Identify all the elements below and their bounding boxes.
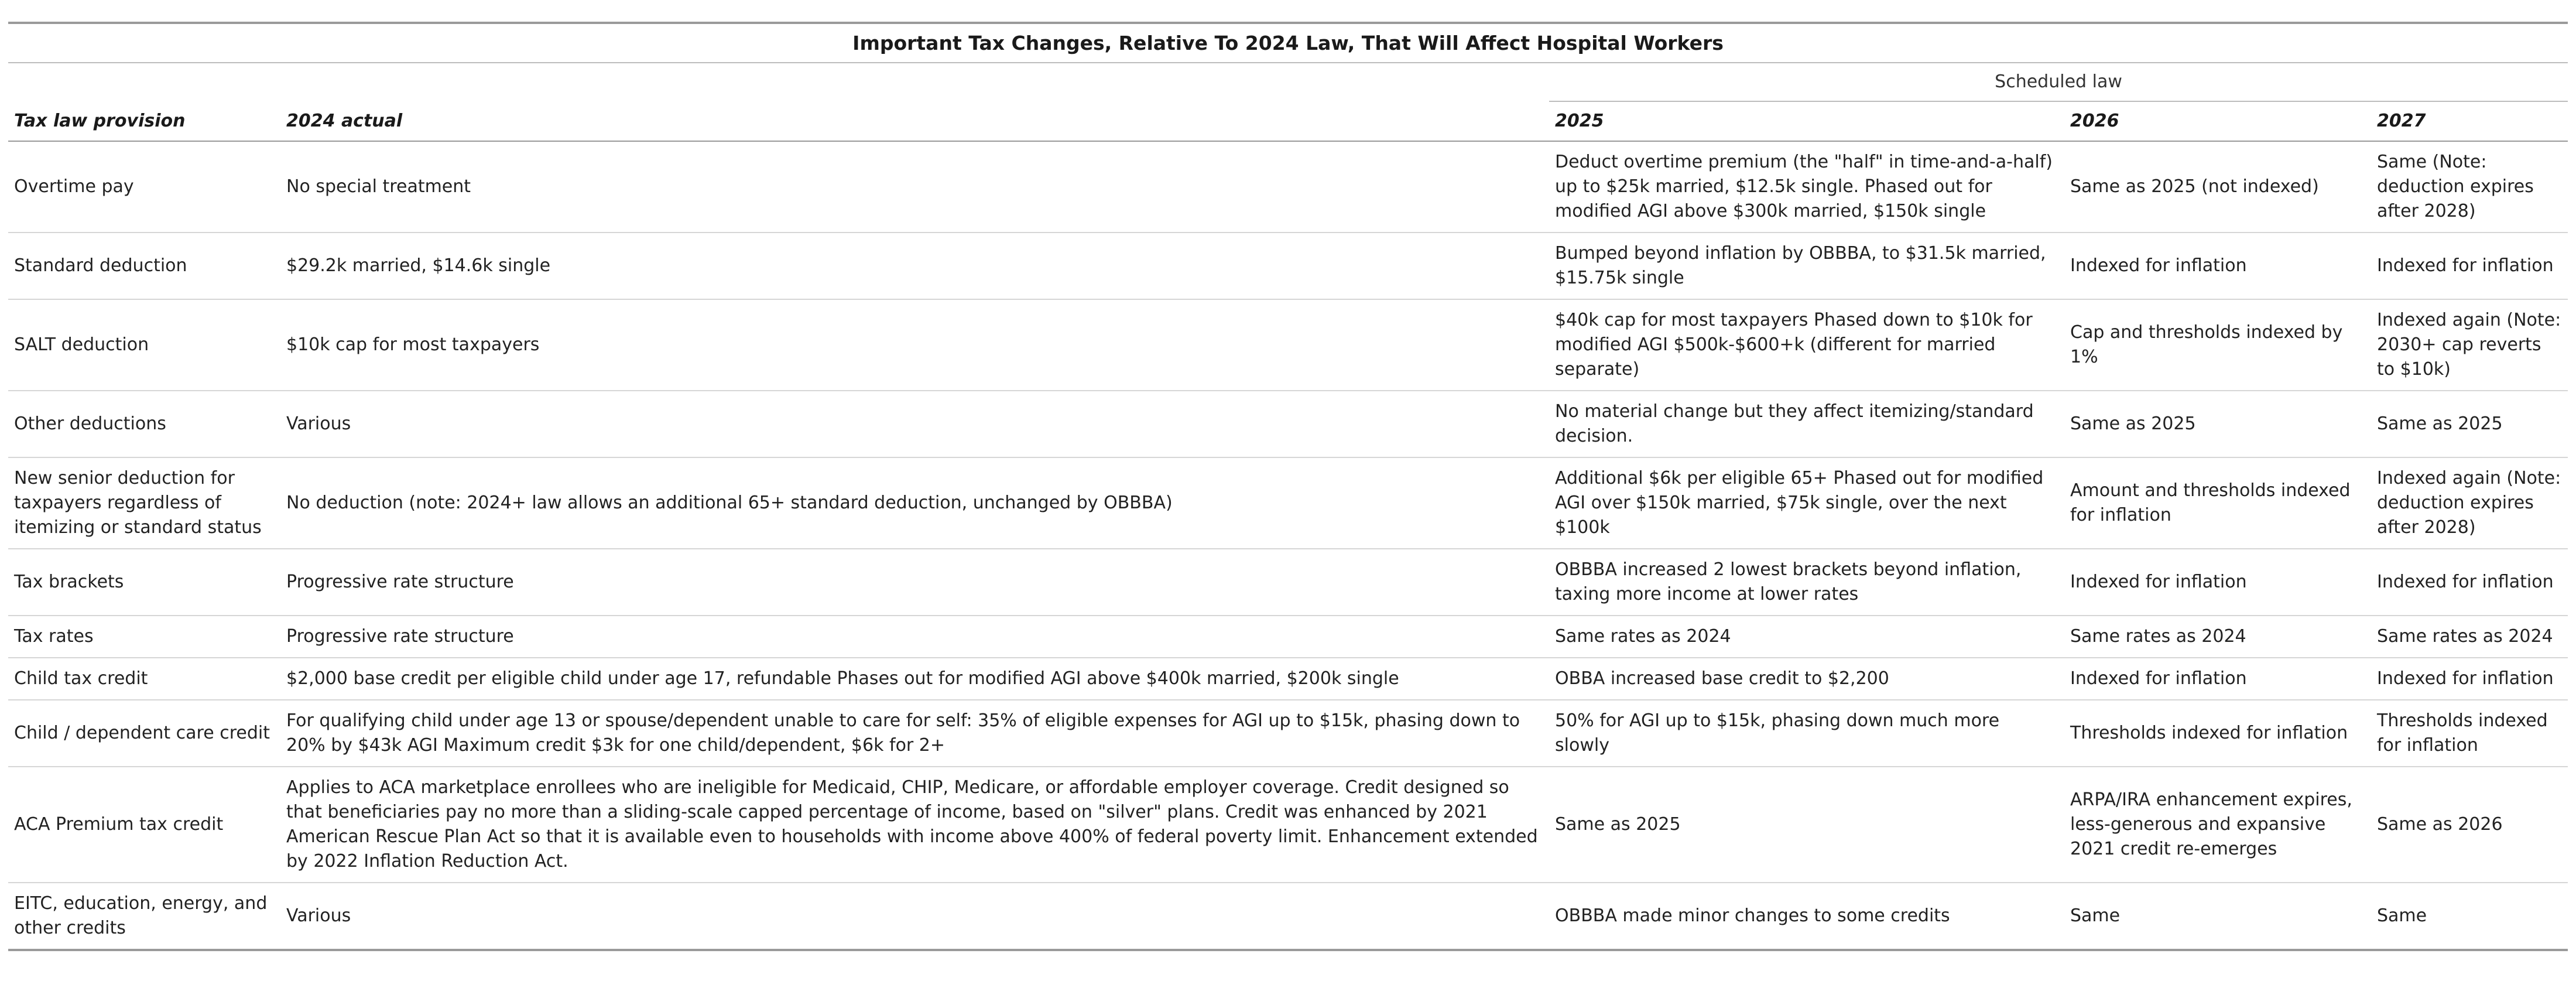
- value-2025-cell: OBBBA increased 2 lowest brackets beyond…: [1549, 549, 2064, 616]
- value-2027-cell: Indexed for inflation: [2371, 233, 2568, 300]
- column-header-provision: Tax law provision: [8, 101, 280, 142]
- value-2025-cell: Bumped beyond inflation by OBBBA, to $31…: [1549, 233, 2064, 300]
- value-2025-cell: Additional $6k per eligible 65+ Phased o…: [1549, 457, 2064, 549]
- provision-cell: Standard deduction: [8, 233, 280, 300]
- value-2026-cell: Same as 2025 (not indexed): [2064, 141, 2371, 233]
- value-2025-cell: Same rates as 2024: [1549, 616, 2064, 658]
- provision-cell: Other deductions: [8, 391, 280, 458]
- value-2025-cell: Deduct overtime premium (the "half" in t…: [1549, 141, 2064, 233]
- spanner-blank: [280, 63, 1549, 101]
- provision-cell: Tax brackets: [8, 549, 280, 616]
- table-title: Important Tax Changes, Relative To 2024 …: [8, 22, 2568, 63]
- provision-cell: ACA Premium tax credit: [8, 767, 280, 883]
- table-row: Tax brackets Progressive rate structure …: [8, 549, 2568, 616]
- table-row: SALT deduction $10k cap for most taxpaye…: [8, 299, 2568, 391]
- value-2024-cell: Progressive rate structure: [280, 616, 1549, 658]
- table-row: Child / dependent care credit For qualif…: [8, 700, 2568, 767]
- provision-cell: Overtime pay: [8, 141, 280, 233]
- value-2026-cell: Thresholds indexed for inflation: [2064, 700, 2371, 767]
- value-2024-cell: No special treatment: [280, 141, 1549, 233]
- value-2026-cell: Indexed for inflation: [2064, 233, 2371, 300]
- value-2026-cell: Cap and thresholds indexed by 1%: [2064, 299, 2371, 391]
- value-2024-cell: Various: [280, 391, 1549, 458]
- table-row: Tax rates Progressive rate structure Sam…: [8, 616, 2568, 658]
- value-2025-cell: OBBBA made minor changes to some credits: [1549, 883, 2064, 951]
- value-2027-cell: Same: [2371, 883, 2568, 951]
- provision-cell: EITC, education, energy, and other credi…: [8, 883, 280, 951]
- value-2026-cell: Indexed for inflation: [2064, 658, 2371, 700]
- column-header-2027: 2027: [2371, 101, 2568, 142]
- scheduled-law-spanner: Scheduled law: [1549, 63, 2568, 102]
- value-2026-cell: Same as 2025: [2064, 391, 2371, 458]
- value-2027-cell: Indexed for inflation: [2371, 658, 2568, 700]
- provision-cell: Child / dependent care credit: [8, 700, 280, 767]
- value-2027-cell: Indexed again (Note: 2030+ cap reverts t…: [2371, 299, 2568, 391]
- value-2025-cell: No material change but they affect itemi…: [1549, 391, 2064, 458]
- tax-changes-table-wrapper: Important Tax Changes, Relative To 2024 …: [8, 22, 2568, 951]
- value-2027-cell: Indexed for inflation: [2371, 549, 2568, 616]
- value-2024-cell: Applies to ACA marketplace enrollees who…: [280, 767, 1549, 883]
- value-2025-cell: 50% for AGI up to $15k, phasing down muc…: [1549, 700, 2064, 767]
- tax-changes-table: Important Tax Changes, Relative To 2024 …: [8, 22, 2568, 951]
- column-header-2025: 2025: [1549, 101, 2064, 142]
- value-2024-cell: Progressive rate structure: [280, 549, 1549, 616]
- value-2026-cell: Same: [2064, 883, 2371, 951]
- provision-cell: Tax rates: [8, 616, 280, 658]
- table-row: New senior deduction for taxpayers regar…: [8, 457, 2568, 549]
- value-2025-cell: $40k cap for most taxpayers Phased down …: [1549, 299, 2064, 391]
- table-row: ACA Premium tax credit Applies to ACA ma…: [8, 767, 2568, 883]
- value-2024-cell: $2,000 base credit per eligible child un…: [280, 658, 1549, 700]
- value-2027-cell: Same as 2026: [2371, 767, 2568, 883]
- table-row: Overtime pay No special treatment Deduct…: [8, 141, 2568, 233]
- table-row: Child tax credit $2,000 base credit per …: [8, 658, 2568, 700]
- column-header-2024: 2024 actual: [280, 101, 1549, 142]
- value-2024-cell: $29.2k married, $14.6k single: [280, 233, 1549, 300]
- value-2024-cell: Various: [280, 883, 1549, 951]
- value-2026-cell: ARPA/IRA enhancement expires, less-gener…: [2064, 767, 2371, 883]
- value-2024-cell: For qualifying child under age 13 or spo…: [280, 700, 1549, 767]
- table-row: Standard deduction $29.2k married, $14.6…: [8, 233, 2568, 300]
- value-2027-cell: Same as 2025: [2371, 391, 2568, 458]
- table-row: Other deductions Various No material cha…: [8, 391, 2568, 458]
- value-2025-cell: OBBA increased base credit to $2,200: [1549, 658, 2064, 700]
- provision-cell: Child tax credit: [8, 658, 280, 700]
- value-2027-cell: Same rates as 2024: [2371, 616, 2568, 658]
- value-2027-cell: Indexed again (Note: deduction expires a…: [2371, 457, 2568, 549]
- value-2025-cell: Same as 2025: [1549, 767, 2064, 883]
- provision-cell: New senior deduction for taxpayers regar…: [8, 457, 280, 549]
- value-2027-cell: Same (Note: deduction expires after 2028…: [2371, 141, 2568, 233]
- value-2024-cell: $10k cap for most taxpayers: [280, 299, 1549, 391]
- value-2027-cell: Thresholds indexed for inflation: [2371, 700, 2568, 767]
- value-2024-cell: No deduction (note: 2024+ law allows an …: [280, 457, 1549, 549]
- column-header-2026: 2026: [2064, 101, 2371, 142]
- value-2026-cell: Indexed for inflation: [2064, 549, 2371, 616]
- table-row: EITC, education, energy, and other credi…: [8, 883, 2568, 951]
- value-2026-cell: Amount and thresholds indexed for inflat…: [2064, 457, 2371, 549]
- value-2026-cell: Same rates as 2024: [2064, 616, 2371, 658]
- spanner-blank: [8, 63, 280, 101]
- provision-cell: SALT deduction: [8, 299, 280, 391]
